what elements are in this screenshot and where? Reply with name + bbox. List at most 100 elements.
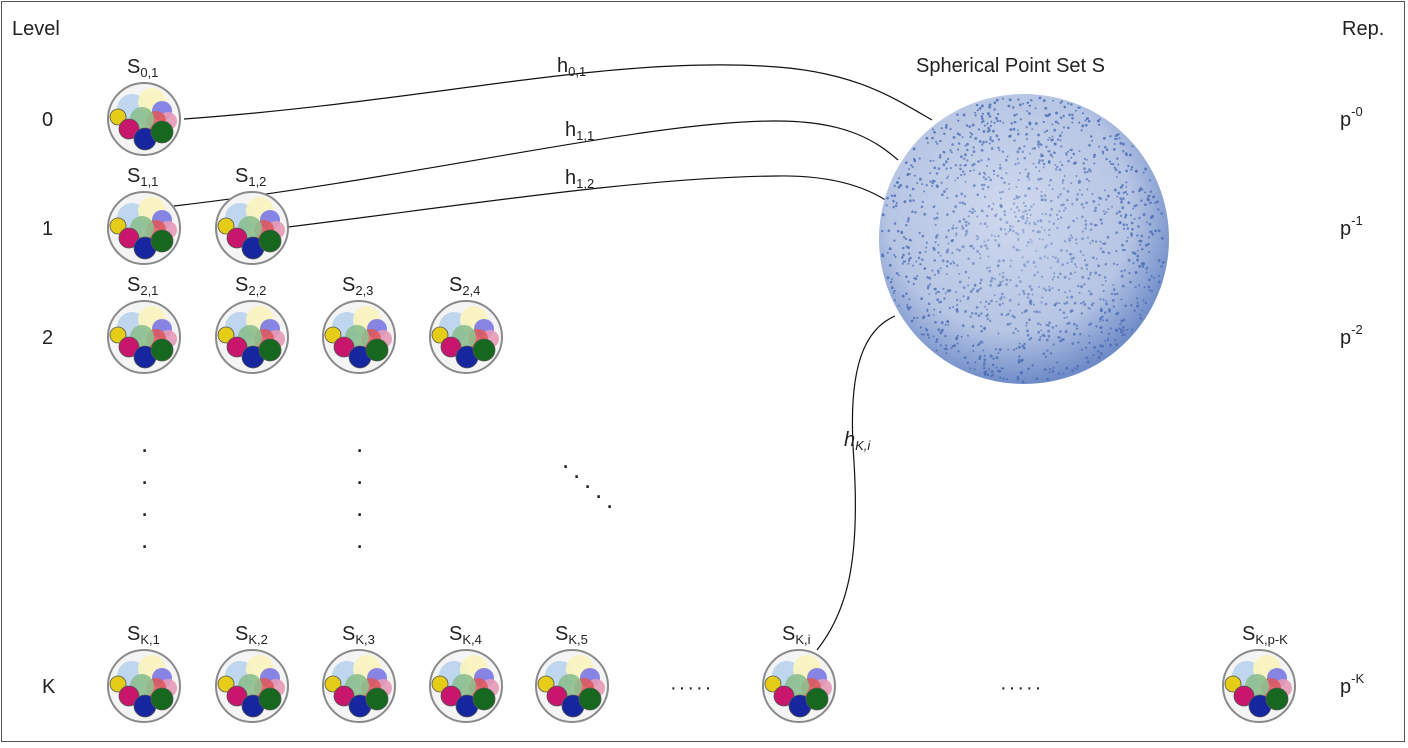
sphere-point <box>1099 326 1102 329</box>
subset-circle <box>215 191 289 265</box>
sphere-point <box>1065 316 1068 319</box>
sphere-point <box>936 142 939 145</box>
sphere-point <box>1015 284 1019 288</box>
sphere-point <box>1080 312 1083 315</box>
sphere-point <box>958 219 962 223</box>
sphere-point <box>949 262 953 265</box>
sphere-point <box>1021 150 1024 153</box>
sphere-point <box>888 263 892 267</box>
sphere-point <box>1086 236 1089 239</box>
sphere-point <box>1060 145 1063 148</box>
sphere-point <box>1115 250 1118 253</box>
sphere-point <box>963 164 967 167</box>
sphere-point <box>999 297 1003 301</box>
sphere-point <box>988 266 991 269</box>
sphere-point <box>961 227 965 230</box>
sphere-point <box>937 328 941 332</box>
edge-label-sub: 1,1 <box>576 128 594 143</box>
sphere-point <box>945 167 948 170</box>
sphere-point <box>984 300 988 303</box>
sphere-point <box>1052 343 1055 346</box>
sphere-point <box>1098 118 1102 121</box>
sphere-point <box>1053 272 1056 275</box>
sphere-point <box>937 290 941 294</box>
sphere-point <box>987 302 991 306</box>
sphere-point <box>971 154 973 157</box>
sphere-point <box>1070 156 1073 159</box>
sphere-point <box>1051 123 1054 126</box>
sphere-point <box>1045 338 1049 342</box>
sphere-point <box>1059 193 1062 196</box>
sphere-point <box>1032 203 1035 206</box>
sphere-point <box>1026 241 1030 244</box>
edge-label-hKi: hK,i <box>844 429 871 453</box>
sphere-point <box>999 120 1002 123</box>
sphere-point <box>974 111 976 114</box>
sphere-point <box>1095 257 1098 260</box>
sphere-point <box>1114 339 1117 341</box>
subset-label-base: S <box>127 274 140 296</box>
sphere-point <box>980 159 983 162</box>
sphere-point <box>1098 145 1101 148</box>
sphere-point <box>1000 367 1003 370</box>
sphere-point <box>906 303 909 306</box>
sphere-point <box>968 210 971 213</box>
sphere-point <box>1160 212 1163 215</box>
sphere-point <box>1138 284 1141 287</box>
sphere-point <box>901 256 904 259</box>
sphere-point <box>977 160 980 163</box>
sphere-point <box>1149 201 1152 205</box>
subset-label-base: S <box>782 623 795 645</box>
sphere-point <box>1025 126 1028 129</box>
sphere-point <box>1045 145 1048 148</box>
sphere-point <box>1113 143 1116 145</box>
sphere-title: Spherical Point Set S <box>916 55 1105 77</box>
sphere-point <box>1059 102 1062 104</box>
ellipsis-a: ····· <box>670 677 713 699</box>
sphere-point <box>992 357 995 360</box>
sphere-point <box>946 196 949 200</box>
sphere-point <box>1026 213 1028 216</box>
sphere-point <box>964 270 968 274</box>
sphere-point <box>925 136 929 140</box>
sphere-point <box>905 275 908 279</box>
sphere-point <box>979 301 982 304</box>
sphere-point <box>1070 236 1074 239</box>
sphere-point <box>1017 219 1021 223</box>
sphere-point <box>1030 287 1034 291</box>
sphere-point <box>1075 368 1078 371</box>
sphere-point <box>1108 160 1112 163</box>
sphere-point <box>1089 222 1093 226</box>
sphere-point <box>1122 318 1126 322</box>
level-row-2: 2 p-2S2,1 S2,2 S2,3 S2,4 <box>42 274 1363 374</box>
sphere-point <box>986 225 989 228</box>
sphere-point <box>995 116 998 120</box>
subset-label: S0,1 <box>127 56 158 80</box>
sphere-point <box>1080 285 1084 289</box>
sphere-point <box>937 251 940 254</box>
sphere-point <box>1073 367 1076 370</box>
sphere-point <box>1017 178 1020 181</box>
sphere-point <box>1120 274 1124 278</box>
sphere-point <box>1076 217 1078 220</box>
sphere-point <box>931 269 934 272</box>
sphere-point <box>1109 343 1112 347</box>
sphere-point <box>945 235 948 239</box>
sphere-point <box>1072 219 1075 223</box>
vdots: . <box>141 428 148 458</box>
sphere-point <box>1019 118 1022 121</box>
sphere-point <box>1132 262 1135 265</box>
sphere-point <box>1119 328 1123 332</box>
sphere-point <box>1024 168 1027 171</box>
subset-label-base: S <box>342 274 355 296</box>
sphere-point <box>1039 323 1042 326</box>
sphere-point <box>1104 145 1107 149</box>
rep-label: p-0 <box>1340 104 1363 131</box>
subset-label-base: S <box>127 165 140 187</box>
sphere-point <box>914 277 918 281</box>
sphere-point <box>912 199 915 202</box>
sphere-point <box>1108 308 1111 311</box>
sphere-point <box>1161 237 1164 240</box>
sphere-point <box>1062 187 1065 190</box>
sphere-point <box>1013 120 1017 124</box>
